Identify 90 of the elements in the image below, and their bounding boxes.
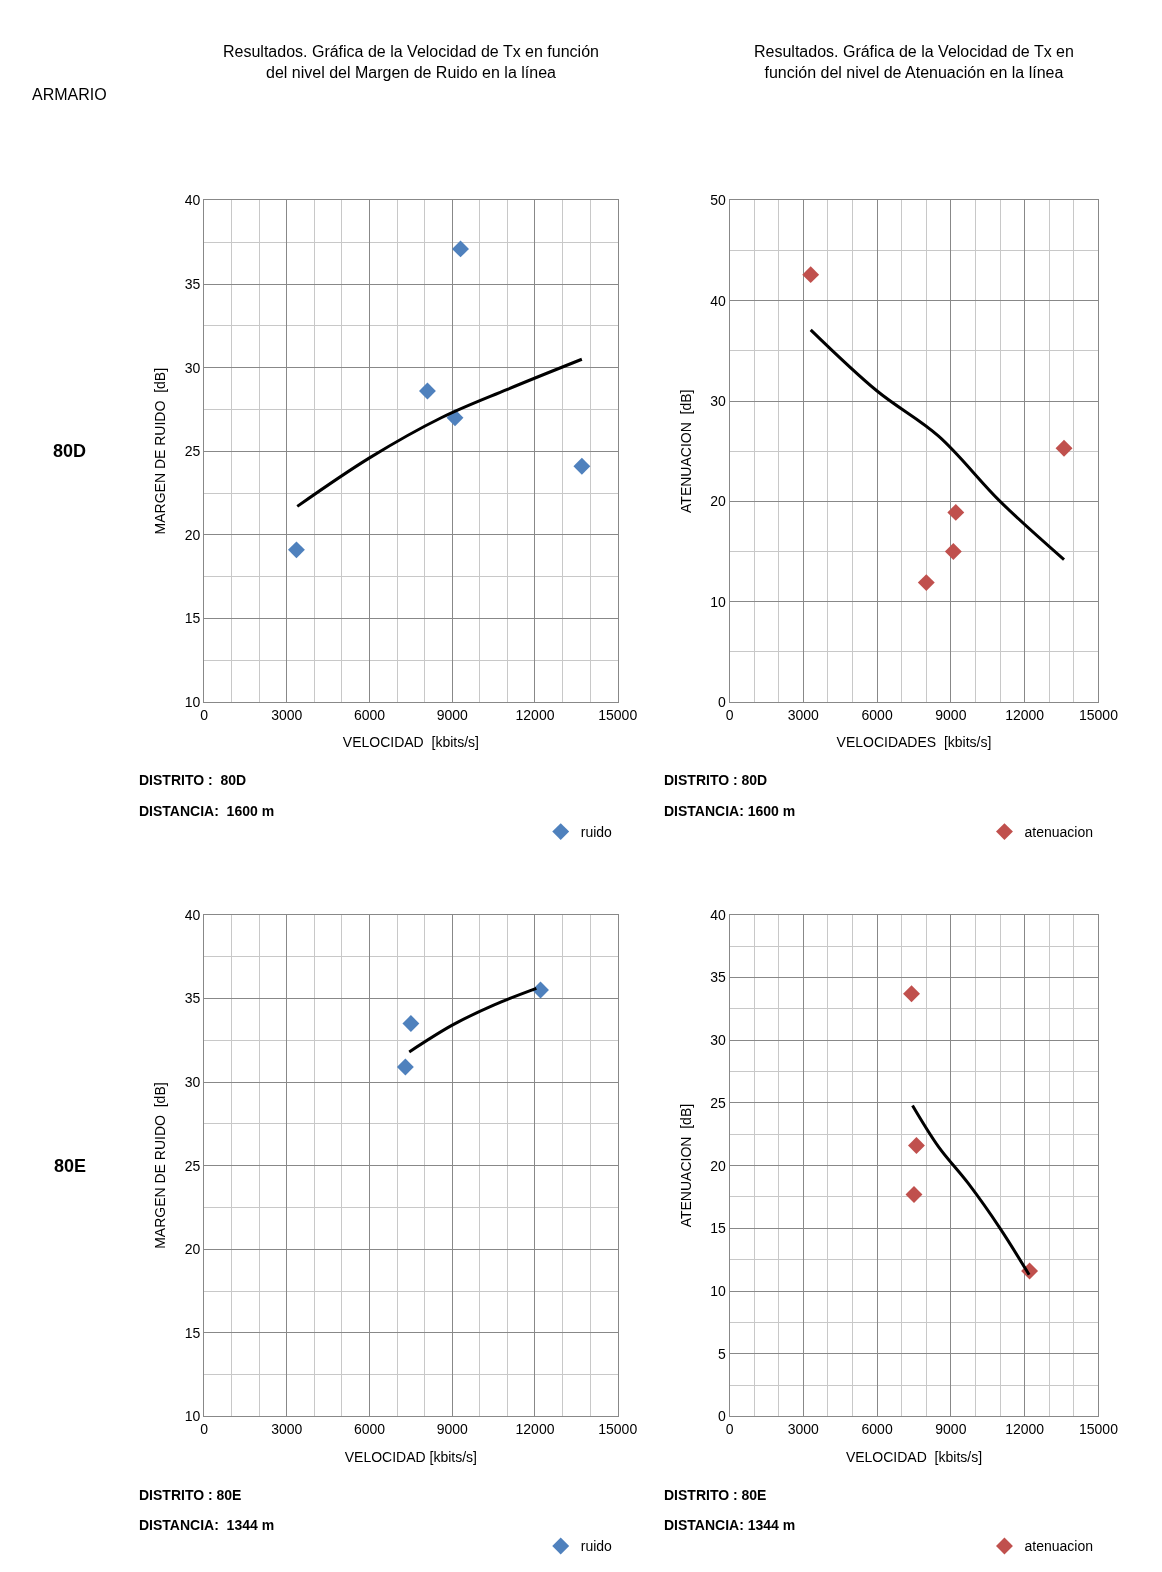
y-tick-label: 5 <box>717 1345 726 1362</box>
y-axis-title: ATENUACION [dB] <box>677 389 694 513</box>
y-tick-label: 0 <box>717 693 726 710</box>
y-tick-label: 30 <box>710 1032 726 1049</box>
x-tick-label: 3000 <box>271 706 303 723</box>
y-axis-title: MARGEN DE RUIDO [dB] <box>152 367 169 535</box>
y-tick-label: 30 <box>710 392 726 409</box>
x-axis-title: VELOCIDAD [kbits/s] <box>342 734 479 751</box>
x-axis-title: VELOCIDAD [kbits/s] <box>344 1448 478 1465</box>
y-tick-label: 35 <box>184 275 201 292</box>
x-tick-label: 6000 <box>353 1421 386 1438</box>
x-tick-label: 9000 <box>935 706 967 723</box>
y-tick-label: 0 <box>717 1408 726 1425</box>
point <box>1055 439 1073 457</box>
point <box>908 1137 925 1154</box>
y-tick-label: 50 <box>710 192 726 209</box>
y-tick-label: 30 <box>184 359 201 376</box>
y-tick-label: 15 <box>184 610 201 627</box>
x-tick-label: 12000 <box>515 706 555 723</box>
x-tick-label: 9000 <box>935 1421 967 1438</box>
y-tick-label: 40 <box>710 906 726 923</box>
y-tick-label: 40 <box>184 906 201 923</box>
text: DISTANCIA: 1344 m <box>664 1517 796 1533</box>
x-tick-label: 6000 <box>353 706 386 723</box>
y-tick-label: 20 <box>184 526 201 543</box>
y-tick-label: 25 <box>184 1157 201 1174</box>
x-tick-label: 6000 <box>861 1421 893 1438</box>
text: ARMARIO <box>32 86 107 103</box>
point <box>418 382 436 400</box>
y-tick-label: 20 <box>710 1157 726 1174</box>
text: DISTANCIA: 1600 m <box>664 803 796 819</box>
x-tick-label: 15000 <box>598 706 638 723</box>
chart-title: Resultados. Gráfica de la Velocidad de Tx en función del nivel de Atenuación en la línea <box>754 43 1074 81</box>
x-tick-label: 6000 <box>861 706 893 723</box>
point <box>402 1015 420 1032</box>
y-tick-label: 10 <box>710 593 726 610</box>
point <box>947 503 965 521</box>
y-tick-label: 30 <box>184 1073 201 1090</box>
text: DISTANCIA: 1600 m <box>139 803 275 819</box>
y-tick-label: 25 <box>710 1094 726 1111</box>
x-tick-label: 15000 <box>1078 1421 1119 1438</box>
x-tick-label: 9000 <box>436 1421 469 1438</box>
x-axis-title: VELOCIDADES [kbits/s] <box>836 734 992 751</box>
y-tick-label: 15 <box>710 1220 726 1237</box>
point <box>452 240 469 258</box>
y-tick-label: 20 <box>710 493 726 510</box>
legend-label: atenuacion <box>1024 1538 1093 1555</box>
x-tick-label: 3000 <box>787 706 820 723</box>
point <box>944 543 962 560</box>
text: DISTANCIA: 1344 m <box>139 1517 275 1533</box>
point <box>396 1058 414 1076</box>
point <box>905 1185 923 1203</box>
text: 80E <box>54 1156 87 1176</box>
point <box>903 985 920 1003</box>
chart-title: Resultados. Gráfica de la Velocidad de Tx en función del nivel del Margen de Ruido en la línea <box>223 43 599 81</box>
x-tick-label: 12000 <box>515 1421 555 1438</box>
x-tick-label: 12000 <box>1005 1421 1045 1438</box>
x-tick-label: 15000 <box>598 1421 638 1438</box>
text: 80D <box>53 441 87 461</box>
legend-label: ruido <box>580 1538 613 1555</box>
text: DISTRITO : 80E <box>139 1487 242 1503</box>
y-axis-title: ATENUACION [dB] <box>677 1103 694 1228</box>
y-tick-label: 40 <box>710 292 726 309</box>
y-tick-label: 20 <box>184 1241 201 1258</box>
x-tick-label: 12000 <box>1005 706 1045 723</box>
x-tick-label: 3000 <box>787 1421 820 1438</box>
legend-label: atenuacion <box>1024 824 1093 841</box>
text: DISTRITO : 80E <box>664 1487 767 1503</box>
point <box>802 266 820 284</box>
legend-label: ruido <box>580 824 613 841</box>
y-tick-label: 15 <box>184 1324 201 1341</box>
y-tick-label: 10 <box>710 1282 726 1299</box>
y-tick-label: 25 <box>184 443 201 460</box>
point <box>917 574 935 592</box>
x-tick-label: 9000 <box>436 706 469 723</box>
text: DISTRITO : 80D <box>664 772 768 788</box>
y-tick-label: 10 <box>184 1408 201 1425</box>
text: DISTRITO : 80D <box>139 772 247 788</box>
line-series <box>295 357 584 508</box>
point <box>287 541 305 559</box>
line-series <box>809 328 1066 562</box>
y-tick-label: 35 <box>710 969 726 986</box>
y-tick-label: 10 <box>184 693 201 710</box>
y-tick-label: 35 <box>184 990 201 1007</box>
y-tick-label: 40 <box>184 192 201 209</box>
x-axis-title: VELOCIDAD [kbits/s] <box>845 1448 983 1465</box>
x-tick-label: 3000 <box>271 1421 303 1438</box>
y-axis-title: MARGEN DE RUIDO [dB] <box>152 1082 169 1249</box>
x-tick-label: 15000 <box>1078 706 1119 723</box>
point <box>573 457 591 475</box>
